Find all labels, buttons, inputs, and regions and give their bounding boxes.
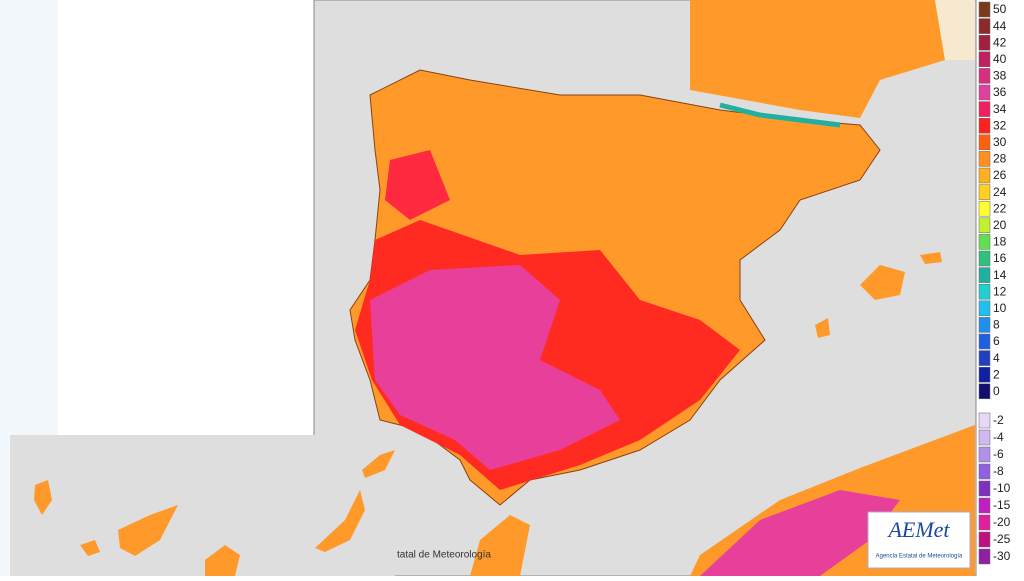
island [205, 545, 240, 576]
legend-label: -2 [993, 413, 1004, 427]
legend-label: 12 [993, 284, 1007, 298]
legend-label: -6 [993, 447, 1004, 461]
legend-label: -10 [993, 481, 1011, 495]
legend-swatch [978, 200, 991, 217]
legend-swatch [978, 1, 991, 18]
legend-swatch [978, 267, 991, 283]
legend-swatch [978, 463, 991, 480]
legend-swatch [978, 514, 991, 531]
legend-label: 42 [993, 35, 1007, 49]
legend-label: 34 [993, 102, 1007, 116]
legend-swatch [978, 184, 991, 200]
legend-label: 36 [993, 85, 1007, 99]
island [118, 505, 178, 556]
ibiza [815, 318, 830, 338]
legend-swatch [978, 101, 991, 117]
legend-label: 28 [993, 152, 1007, 166]
legend-label: 50 [993, 2, 1007, 16]
island [362, 450, 395, 478]
france [690, 0, 945, 118]
legend-swatch [978, 18, 991, 34]
legend-label: 10 [993, 301, 1007, 315]
legend-swatch [978, 383, 991, 400]
legend-swatch [978, 234, 991, 250]
legend-label: -4 [993, 430, 1004, 444]
legend-swatch [978, 34, 991, 51]
legend-label: 30 [993, 135, 1007, 149]
logo-subtitle: Agencia Estatal de Meteorología [876, 554, 963, 560]
island [315, 490, 365, 552]
legend-label: 18 [993, 235, 1007, 249]
legend-label: 38 [993, 69, 1007, 83]
menorca [920, 252, 942, 264]
logo-box [867, 511, 971, 569]
legend-swatch [978, 531, 991, 548]
legend-swatch [978, 497, 991, 514]
legend-swatch [978, 446, 991, 463]
africa-hot [700, 490, 900, 576]
legend-label: -20 [993, 515, 1011, 529]
legend-swatch [978, 51, 991, 68]
legend-label: 44 [993, 19, 1007, 33]
legend-swatch [978, 217, 991, 234]
legend-label: 14 [993, 268, 1007, 282]
legend: 5044424038363432302826242220181614121086… [978, 1, 1011, 565]
legend-label: 16 [993, 251, 1007, 265]
pyrenees-cool [719, 102, 841, 128]
inset-credit: tatal de Meteorología [397, 550, 491, 561]
legend-label: -25 [993, 532, 1011, 546]
island [80, 540, 100, 556]
legend-swatch [978, 68, 991, 84]
legend-swatch [978, 317, 991, 333]
legend-label: 24 [993, 185, 1007, 199]
hot-zone-north [385, 150, 450, 220]
legend-swatch [978, 300, 991, 317]
legend-label: 4 [993, 351, 1000, 365]
legend-swatch [978, 250, 991, 267]
legend-swatch [978, 412, 991, 429]
legend-label: 2 [993, 367, 1000, 381]
legend-label: 40 [993, 52, 1007, 66]
legend-swatch [978, 548, 991, 565]
legend-label: -8 [993, 464, 1004, 478]
legend-label: 6 [993, 334, 1000, 348]
very-hot-zone [370, 265, 620, 470]
legend-swatch [978, 429, 991, 446]
logo-name: AEMet [886, 517, 950, 542]
legend-swatch [978, 350, 991, 366]
legend-label: -15 [993, 498, 1011, 512]
legend-label: 8 [993, 318, 1000, 332]
legend-swatch [978, 84, 991, 101]
land-edge [935, 0, 975, 60]
legend-label: 26 [993, 168, 1007, 182]
island [34, 480, 52, 515]
morocco-coast [470, 515, 530, 576]
mallorca [860, 265, 905, 300]
legend-swatch [978, 134, 991, 151]
legend-label: 0 [993, 384, 1000, 398]
legend-swatch [978, 480, 991, 497]
legend-label: -30 [993, 549, 1011, 563]
legend-swatch [978, 366, 991, 383]
canary-inset [10, 435, 395, 576]
legend-swatch [978, 333, 991, 350]
legend-swatch [978, 151, 991, 167]
legend-label: 22 [993, 201, 1007, 215]
legend-swatch [978, 283, 991, 300]
legend-label: 32 [993, 118, 1007, 132]
legend-label: 20 [993, 218, 1007, 232]
legend-swatch [978, 117, 991, 134]
legend-swatch [978, 167, 991, 184]
